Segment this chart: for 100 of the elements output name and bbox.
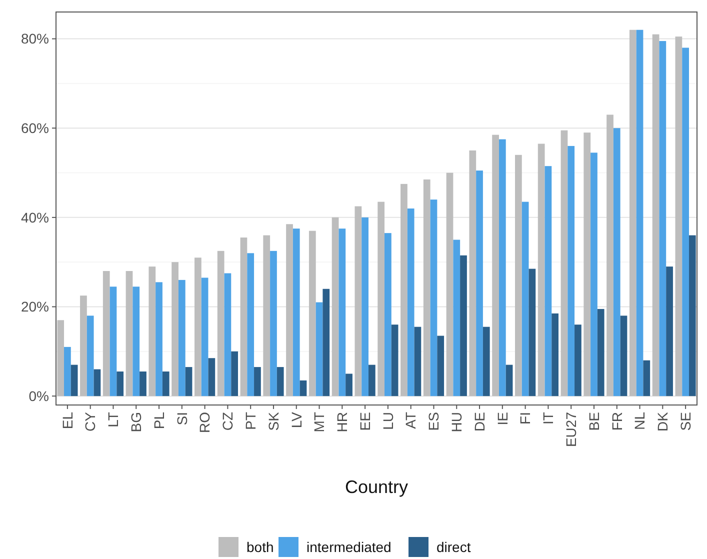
bar [574, 324, 582, 396]
legend-label: intermediated [306, 538, 392, 555]
x-tick-label: LU [380, 412, 396, 430]
bar [620, 316, 628, 396]
bar [217, 250, 224, 396]
bar [185, 367, 192, 396]
x-tick-label: CY [82, 411, 98, 432]
bar [201, 278, 208, 396]
bar [332, 217, 339, 396]
bar [652, 34, 660, 396]
bar [80, 296, 87, 396]
bar [194, 258, 202, 396]
bar [368, 364, 376, 396]
y-tick-label: 20% [20, 298, 49, 315]
bar [613, 128, 620, 396]
bar [528, 268, 536, 396]
bar [132, 286, 140, 396]
bar [126, 271, 133, 396]
x-tick-label: NL [632, 412, 648, 430]
bar [292, 228, 300, 396]
bar [560, 130, 568, 396]
bar [224, 273, 232, 396]
bar [156, 282, 162, 396]
bar [659, 41, 666, 396]
bar [316, 302, 323, 396]
bar [276, 367, 284, 396]
bar [629, 30, 636, 396]
bar [231, 351, 238, 396]
x-tick-label: EE [356, 412, 373, 431]
bar [116, 372, 124, 396]
x-tick-label: MT [311, 412, 328, 432]
x-tick-label: ES [426, 412, 442, 431]
x-tick-label: RO [196, 412, 213, 433]
bar [208, 358, 216, 396]
bar [666, 266, 673, 396]
bar [506, 364, 513, 396]
bar [482, 326, 490, 396]
bar [322, 288, 330, 396]
x-tick-label: HU [448, 412, 465, 432]
bar [515, 154, 522, 396]
bar [140, 372, 146, 396]
x-tick-label: FR [608, 412, 625, 431]
bar [552, 313, 558, 396]
bar [346, 374, 352, 396]
bar [300, 380, 307, 396]
bar [492, 134, 499, 396]
bar [354, 206, 362, 396]
bar [70, 364, 78, 396]
x-tick-label: SI [174, 412, 190, 426]
bar [423, 179, 430, 396]
legend-label: direct [436, 538, 471, 555]
bar [460, 255, 467, 396]
bar [338, 228, 346, 396]
x-tick-label: DK [654, 411, 671, 432]
bar [675, 36, 682, 396]
bar [682, 48, 689, 396]
bar [414, 326, 422, 396]
bar [522, 202, 529, 396]
bar [270, 250, 277, 396]
bar [102, 271, 110, 396]
x-tick-label: FI [517, 412, 534, 424]
x-tick-label: IE [494, 412, 510, 426]
bar [308, 230, 316, 396]
bar [597, 308, 604, 396]
bar [172, 262, 178, 396]
bar [362, 217, 368, 396]
bar [263, 235, 270, 396]
bar [384, 233, 392, 396]
x-tick-label: EU27 [562, 412, 579, 448]
bar [453, 240, 460, 396]
x-tick-label: CZ [220, 412, 236, 431]
x-tick-label: LT [105, 412, 122, 428]
bar [94, 369, 101, 396]
x-tick-label: EL [59, 412, 76, 430]
bar [430, 200, 438, 396]
x-tick-label: BG [128, 412, 144, 432]
bar [400, 184, 408, 396]
y-tick-label: 60% [20, 120, 49, 136]
x-tick-label: PT [242, 412, 258, 430]
y-tick-label: 80% [20, 30, 49, 47]
bar [286, 224, 293, 396]
bar [240, 238, 248, 396]
x-tick-label: LV [288, 411, 304, 428]
y-tick-label: 40% [20, 209, 49, 226]
bar [162, 372, 170, 396]
bar [476, 170, 483, 396]
bar [391, 324, 398, 396]
bar [64, 346, 71, 396]
bar [568, 146, 575, 396]
x-tick-label: IT [540, 412, 556, 424]
x-tick-label: DE [471, 412, 488, 432]
bar [148, 266, 156, 396]
bar [538, 144, 545, 396]
bar [86, 316, 94, 396]
bar [643, 360, 650, 396]
bar [636, 30, 644, 396]
y-tick-label: 0% [28, 388, 49, 404]
bar [57, 320, 64, 396]
bar [378, 202, 385, 396]
legend-label: both [246, 538, 274, 555]
